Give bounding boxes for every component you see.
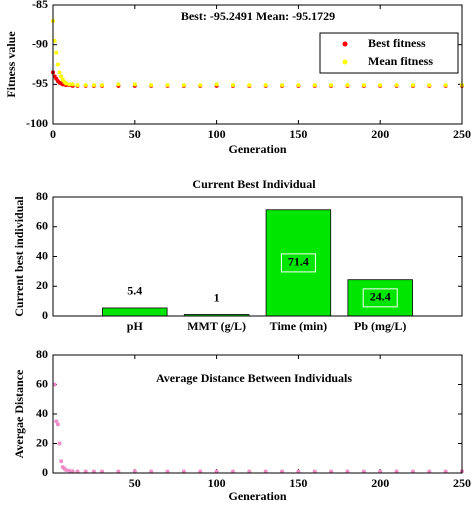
data-point [198, 83, 203, 88]
data-point [100, 83, 105, 88]
x-tick-label: Time (min) [270, 319, 327, 333]
data-point [59, 459, 64, 464]
data-point [52, 382, 57, 387]
x-tick-label: 150 [289, 127, 307, 141]
x-tick-label: 0 [50, 127, 56, 141]
data-point [263, 83, 268, 88]
y-tick-label: 60 [36, 219, 48, 233]
x-tick-label: 200 [371, 127, 389, 141]
y-tick-label: 80 [36, 347, 48, 361]
axes-frame [52, 4, 463, 125]
data-point [280, 83, 285, 88]
y-axis-label: Fitness value [4, 31, 18, 98]
axes-frame [52, 354, 463, 474]
data-point [91, 83, 96, 88]
x-tick-label: Pb (mg/L) [354, 319, 406, 333]
y-axis-label: Current best individual [12, 196, 26, 317]
data-point [230, 83, 235, 88]
y-tick-label: 0 [42, 465, 48, 479]
data-point [427, 83, 432, 88]
x-tick-label: 100 [208, 476, 226, 490]
y-tick-label: 20 [36, 278, 48, 292]
x-tick-label: 250 [453, 127, 471, 141]
legend-label: Best fitness [368, 36, 426, 50]
data-point [55, 422, 60, 427]
value-label: 5.4 [127, 284, 142, 298]
y-tick-label: -90 [32, 36, 48, 50]
data-point [247, 83, 252, 88]
chart-title: Average Distance Between Individuals [156, 371, 352, 385]
data-point [55, 62, 60, 67]
data-point [59, 74, 64, 79]
data-point [83, 83, 88, 88]
chart-title: Current Best Individual [192, 177, 316, 191]
data-point [214, 82, 219, 87]
data-point [67, 468, 72, 473]
y-tick-label: 20 [36, 435, 48, 449]
data-point [149, 83, 154, 88]
data-point [52, 38, 57, 43]
y-tick-label: 40 [36, 406, 48, 420]
data-point [165, 83, 170, 88]
chart-title: Best: -95.2491 Mean: -95.1729 [181, 9, 335, 23]
data-point [132, 469, 137, 474]
x-tick-label: pH [127, 319, 144, 333]
value-label: 24.4 [370, 290, 391, 304]
data-point [116, 82, 121, 87]
data-point [54, 419, 59, 424]
data-point [296, 83, 301, 88]
data-point [70, 82, 75, 87]
x-tick-label: MMT (g/L) [187, 319, 246, 333]
data-point [75, 83, 80, 88]
data-point [443, 83, 448, 88]
data-point [54, 50, 59, 55]
data-point [329, 83, 334, 88]
data-point [57, 441, 62, 446]
data-point [181, 83, 186, 88]
x-tick-label: 150 [289, 476, 307, 490]
data-point [345, 83, 350, 88]
data-point [378, 83, 383, 88]
data-point [64, 468, 69, 473]
y-tick-label: 0 [42, 308, 48, 322]
bar [265, 209, 332, 317]
y-axis-label: Avergae Distance [12, 369, 26, 458]
data-point [70, 469, 75, 474]
x-axis-label: Generation [229, 142, 287, 156]
y-tick-label: 80 [36, 189, 48, 203]
data-point [57, 70, 62, 75]
value-label-box [280, 253, 316, 273]
legend-marker [342, 41, 348, 47]
y-tick-label: 60 [36, 376, 48, 390]
bar [347, 279, 413, 317]
data-point [394, 83, 399, 88]
data-point [410, 83, 415, 88]
data-point [132, 82, 137, 87]
x-tick-label: 100 [208, 127, 226, 141]
value-label-box [362, 288, 398, 308]
legend-box [319, 32, 459, 74]
value-label: 71.4 [288, 255, 309, 269]
x-tick-label: 250 [453, 476, 471, 490]
data-point [361, 83, 366, 88]
value-label: 1 [214, 290, 220, 304]
y-tick-label: -95 [32, 76, 48, 90]
legend-marker [342, 59, 348, 65]
y-tick-label: -85 [32, 0, 48, 11]
y-tick-label: 40 [36, 248, 48, 262]
data-point [64, 81, 69, 86]
x-tick-label: 50 [129, 127, 141, 141]
bar [102, 307, 168, 317]
data-point [312, 83, 317, 88]
x-tick-label: 50 [129, 476, 141, 490]
axes-frame [52, 196, 463, 317]
x-tick-label: 200 [371, 476, 389, 490]
legend-label: Mean fitness [368, 54, 433, 68]
data-point [67, 82, 72, 87]
y-tick-label: -100 [26, 116, 48, 130]
x-axis-label: Generation [229, 489, 287, 503]
